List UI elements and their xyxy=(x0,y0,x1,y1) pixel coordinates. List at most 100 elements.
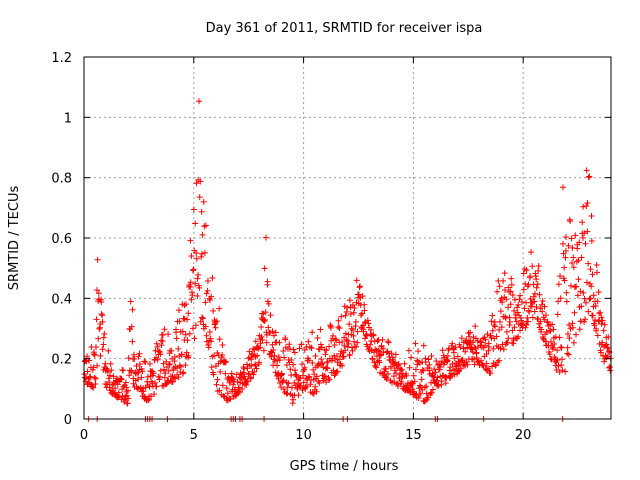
data-point xyxy=(528,303,535,310)
data-point xyxy=(189,292,196,299)
data-point xyxy=(272,329,279,336)
data-point xyxy=(429,370,436,377)
data-point xyxy=(106,379,113,386)
data-point xyxy=(453,362,460,369)
data-point xyxy=(583,167,590,174)
data-point xyxy=(549,321,556,328)
data-point xyxy=(281,354,288,361)
data-point xyxy=(251,368,258,375)
data-point xyxy=(384,338,391,345)
data-point xyxy=(280,377,287,384)
data-point xyxy=(124,400,131,407)
data-point xyxy=(275,353,282,360)
data-point xyxy=(533,303,540,310)
data-point xyxy=(95,290,102,297)
data-point xyxy=(326,376,333,383)
data-point xyxy=(197,318,204,325)
data-point xyxy=(537,318,544,325)
data-point xyxy=(562,254,569,261)
data-point xyxy=(136,361,143,368)
data-point xyxy=(286,341,293,348)
data-point xyxy=(90,349,97,356)
data-point xyxy=(460,345,467,352)
data-point xyxy=(168,347,175,354)
data-point xyxy=(138,388,145,395)
data-point xyxy=(470,334,477,341)
data-point xyxy=(433,358,440,365)
data-point xyxy=(592,302,599,309)
data-point xyxy=(434,374,441,381)
data-point xyxy=(557,273,564,280)
data-point xyxy=(518,299,525,305)
data-point xyxy=(442,380,449,387)
x-tick-label: 5 xyxy=(190,428,198,443)
data-point xyxy=(203,332,210,339)
data-point xyxy=(502,286,509,293)
data-point xyxy=(186,330,193,337)
data-point xyxy=(564,344,571,351)
data-point xyxy=(581,318,588,325)
data-point xyxy=(355,291,362,298)
data-point xyxy=(598,314,605,321)
data-point xyxy=(535,316,542,323)
data-point xyxy=(479,361,486,368)
data-point xyxy=(392,351,399,358)
data-point xyxy=(488,334,495,341)
data-point xyxy=(265,300,272,307)
data-point xyxy=(489,312,496,319)
data-point xyxy=(375,347,382,354)
data-point xyxy=(223,385,230,392)
y-axis-label: SRMTID / TECUs xyxy=(7,186,22,291)
data-point xyxy=(437,364,444,371)
data-point xyxy=(586,296,593,303)
data-point xyxy=(482,336,489,343)
data-point xyxy=(520,286,527,293)
data-point xyxy=(211,352,218,359)
data-point xyxy=(147,393,154,400)
data-point xyxy=(401,360,408,367)
data-point xyxy=(288,356,295,363)
data-point xyxy=(508,281,515,288)
data-point xyxy=(562,368,569,375)
data-point xyxy=(222,358,229,365)
data-point xyxy=(373,364,380,371)
data-point xyxy=(107,360,114,367)
data-point xyxy=(344,343,351,350)
data-point xyxy=(202,323,209,330)
data-point xyxy=(603,354,610,361)
data-point xyxy=(97,352,104,359)
data-point xyxy=(129,338,136,345)
data-point xyxy=(161,326,168,333)
data-point xyxy=(421,384,428,391)
data-point xyxy=(385,339,392,346)
data-point xyxy=(332,336,339,343)
data-point xyxy=(438,361,445,368)
data-point xyxy=(490,345,497,352)
data-point xyxy=(343,308,350,315)
data-point xyxy=(237,374,244,381)
data-point xyxy=(192,280,199,287)
y-tick-label: 1 xyxy=(64,111,72,126)
data-point xyxy=(346,297,353,304)
data-point xyxy=(528,249,535,256)
data-point xyxy=(288,372,295,379)
data-point xyxy=(522,324,529,331)
data-point xyxy=(544,318,551,325)
data-point xyxy=(275,375,282,382)
data-point xyxy=(511,307,518,314)
data-point xyxy=(190,206,197,213)
data-point xyxy=(300,379,307,386)
data-point xyxy=(594,332,601,339)
data-point xyxy=(139,368,146,375)
data-point xyxy=(496,318,503,325)
data-point xyxy=(213,318,220,325)
data-point xyxy=(196,194,203,201)
data-point xyxy=(587,295,594,302)
data-point xyxy=(505,335,512,342)
data-point xyxy=(529,314,536,321)
data-point xyxy=(493,333,500,340)
data-point xyxy=(410,372,417,379)
data-point xyxy=(367,341,374,348)
data-point xyxy=(132,370,139,377)
data-point xyxy=(187,237,194,244)
